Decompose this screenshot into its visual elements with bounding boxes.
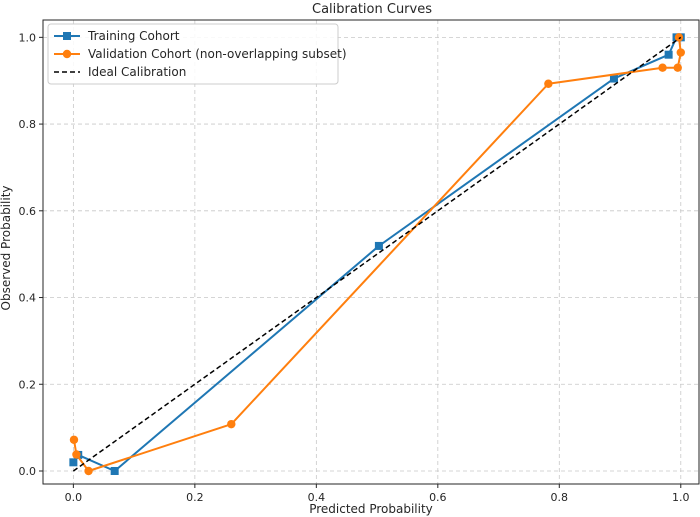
data-point (544, 79, 553, 88)
y-tick-label: 0.0 (19, 465, 37, 478)
legend-marker (63, 32, 71, 40)
legend-item: Training Cohort (54, 29, 180, 43)
x-tick-label: 0.2 (186, 491, 204, 504)
data-point (110, 466, 119, 475)
y-tick-label: 0.4 (19, 292, 37, 305)
data-point (72, 450, 81, 459)
x-tick-label: 0.8 (551, 491, 569, 504)
y-tick-label: 0.6 (19, 205, 37, 218)
x-tick-label: 0.6 (429, 491, 447, 504)
legend-label: Validation Cohort (non-overlapping subse… (88, 47, 347, 61)
axis-ticks: 0.0 0.2 0.4 0.6 0.8 1.0 0.0 0.2 0.4 0.6 0.8 1.0 (19, 31, 690, 504)
legend: Training Cohort Validation Cohort (non-ov… (47, 23, 347, 85)
series-1 (69, 33, 685, 476)
data-point (69, 458, 78, 467)
data-point (84, 466, 93, 476)
data-point (374, 241, 383, 250)
data-point (227, 419, 236, 429)
y-axis-label: Observed Probability (0, 186, 13, 311)
data-point (609, 74, 618, 83)
y-tick-label: 0.8 (19, 118, 37, 131)
chart-title: Calibration Curves (312, 2, 432, 17)
data-point (673, 63, 682, 72)
series-line (72, 36, 682, 472)
data-point (69, 435, 79, 444)
legend-item: Ideal Calibration (54, 65, 186, 79)
series-layer (69, 33, 685, 476)
x-tick-label: 0.4 (308, 491, 326, 504)
series-2 (72, 36, 682, 472)
y-tick-label: 1.0 (19, 31, 37, 44)
x-tick-label: 1.0 (672, 491, 690, 504)
legend-item: Validation Cohort (non-overlapping subse… (54, 47, 347, 61)
legend-marker (62, 49, 72, 59)
x-axis-label: Predicted Probability (309, 502, 433, 516)
x-tick-label: 0.0 (65, 491, 83, 504)
legend-label: Ideal Calibration (88, 65, 186, 79)
data-point (674, 33, 684, 42)
data-point (664, 50, 673, 59)
data-point (658, 63, 667, 72)
data-point (676, 48, 685, 57)
y-tick-label: 0.2 (19, 378, 37, 391)
legend-box (47, 23, 339, 85)
legend-label: Training Cohort (87, 29, 180, 43)
plot-area (42, 19, 700, 485)
grid (43, 20, 699, 484)
